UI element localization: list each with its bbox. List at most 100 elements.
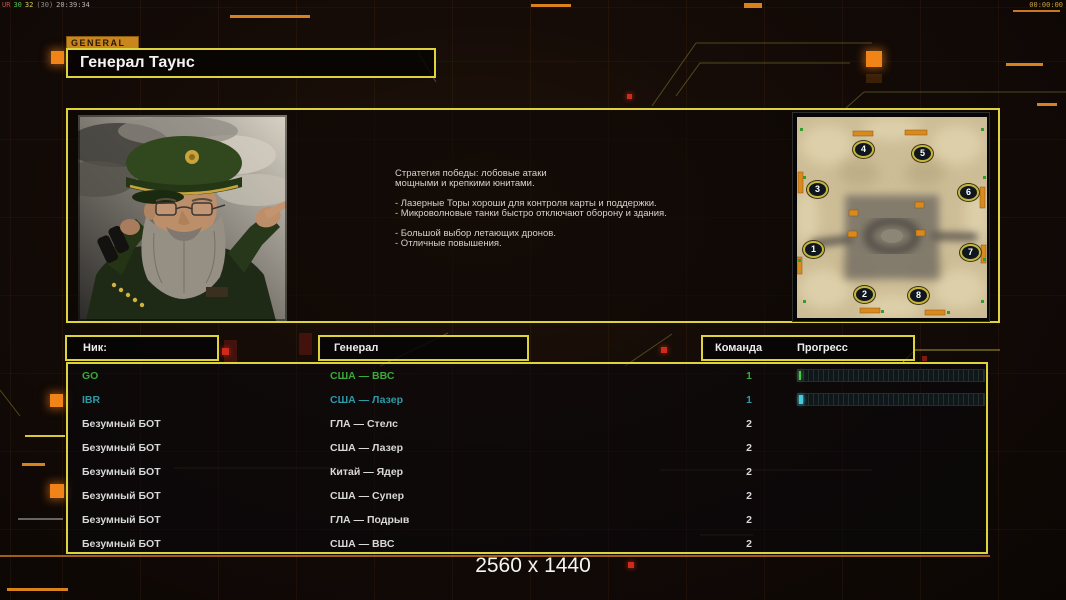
general-title: Генерал Таунс [80, 54, 195, 71]
player-list: GO США — ВВС 1 IBR США — Лазер 1 Безумны… [66, 362, 988, 554]
briefing-line: - Отличные повышения. [395, 238, 502, 249]
minimap: 1 2 3 4 5 6 7 8 [795, 117, 989, 319]
map-spawn-number: 6 [965, 187, 971, 197]
decor-square [922, 356, 927, 361]
decor-dash [22, 463, 45, 466]
player-team: 2 [746, 442, 752, 454]
decor-square-reflection [866, 74, 882, 83]
player-general: США — ВВС [330, 370, 395, 382]
match-timer: 00:00:00 [1029, 1, 1063, 9]
map-spawn-marker: 6 [958, 184, 979, 201]
overlay-stat: 32 [24, 1, 34, 9]
progress-bar [797, 393, 985, 406]
player-general: ГЛА — Подрыв [330, 514, 410, 526]
player-nick: Безумный БОТ [82, 538, 161, 550]
decor-blotch [299, 333, 312, 355]
decor-dash [230, 15, 310, 18]
player-row: IBR США — Лазер 1 [68, 388, 986, 412]
player-nick: Безумный БОТ [82, 442, 161, 454]
minimap-spawns: 1 2 3 4 5 6 7 8 [797, 117, 987, 318]
decor-square [866, 51, 882, 67]
player-nick: IBR [82, 394, 101, 406]
player-general: Китай — Ядер [330, 466, 404, 478]
player-row: Безумный БОТ Китай — Ядер 2 [68, 460, 986, 484]
map-spawn-number: 2 [861, 289, 867, 299]
nick-header: Ник: [83, 342, 107, 354]
decor-dash [25, 435, 65, 437]
player-team: 2 [746, 538, 752, 550]
stats-overlay: UR 30 32 (30) 20:39:34 [2, 1, 93, 9]
briefing-text: Стратегия победы: лобовые атаки мощными … [395, 169, 725, 249]
overlay-stat: 30 [13, 1, 22, 9]
briefing-line: - Микроволновые танки быстро отключают о… [395, 208, 667, 219]
player-row: GO США — ВВС 1 [68, 364, 986, 388]
player-row: Безумный БОТ ГЛА — Подрыв 2 [68, 508, 986, 532]
map-spawn-number: 3 [814, 184, 820, 194]
map-spawn-marker: 4 [853, 141, 874, 158]
player-general: США — Лазер [330, 442, 403, 454]
general-portrait [56, 114, 296, 322]
map-spawn-marker: 1 [803, 241, 824, 258]
decor-square [50, 484, 64, 498]
overlay-stat: 20:39:34 [56, 1, 90, 9]
decor-dash [1013, 10, 1060, 12]
decor-dash [1037, 103, 1057, 106]
map-spawn-number: 4 [860, 144, 866, 154]
player-team: 2 [746, 514, 752, 526]
decor-dash [744, 3, 762, 8]
player-general: США — ВВС [330, 538, 395, 550]
general-header: Генерал [334, 342, 379, 354]
player-nick: Безумный БОТ [82, 514, 161, 526]
decor-dash [18, 518, 63, 520]
resolution-label: 2560 x 1440 [475, 554, 591, 577]
map-spawn-number: 8 [915, 290, 921, 300]
map-spawn-marker: 7 [960, 244, 981, 261]
player-nick: Безумный БОТ [82, 418, 161, 430]
map-spawn-marker: 8 [908, 287, 929, 304]
player-row: Безумный БОТ США — ВВС 2 [68, 532, 986, 556]
player-general: США — Супер [330, 490, 405, 502]
general-title-box: Генерал Таунс [66, 48, 436, 78]
player-row: Безумный БОТ США — Лазер 2 [68, 436, 986, 460]
player-team: 2 [746, 490, 752, 502]
map-spawn-number: 7 [967, 247, 973, 257]
overlay-stat: UR [2, 1, 11, 9]
overlay-stat: (30) [36, 1, 54, 9]
progress-header: Прогресс [797, 342, 848, 354]
briefing-line: - Лазерные Торы хороши для контроля карт… [395, 198, 657, 209]
map-spawn-number: 1 [810, 244, 816, 254]
player-nick: GO [82, 370, 99, 382]
decor-dash [1006, 63, 1043, 66]
map-spawn-marker: 3 [807, 181, 828, 198]
briefing-line: Стратегия победы: лобовые атаки [395, 168, 547, 179]
progress-bar [797, 369, 985, 382]
player-team: 1 [746, 370, 752, 382]
briefing-line: мощными и крепкими юнитами. [395, 178, 535, 189]
briefing-line: - Большой выбор летающих дронов. [395, 228, 556, 239]
player-general: ГЛА — Стелс [330, 418, 398, 430]
minimap-terrain [795, 117, 989, 319]
decor-square [51, 51, 64, 64]
progress-fill [799, 371, 801, 380]
team-header: Команда [715, 342, 763, 354]
progress-fill [799, 395, 803, 404]
decor-square [50, 394, 63, 407]
map-spawn-marker: 5 [912, 145, 933, 162]
decor-square [222, 348, 229, 355]
decor-square [627, 94, 632, 99]
player-team: 2 [746, 466, 752, 478]
decor-dash [531, 4, 571, 7]
map-spawn-number: 5 [919, 148, 925, 158]
decor-square [661, 347, 667, 353]
decor-line [0, 555, 990, 557]
player-row: Безумный БОТ ГЛА — Стелс 2 [68, 412, 986, 436]
player-row: Безумный БОТ США — Супер 2 [68, 484, 986, 508]
player-nick: Безумный БОТ [82, 490, 161, 502]
player-general: США — Лазер [330, 394, 403, 406]
nick-header-box: Ник: [65, 335, 219, 361]
decor-blotch [224, 340, 237, 362]
map-spawn-marker: 2 [854, 286, 875, 303]
team-progress-header-box: Команда Прогресс [701, 335, 915, 361]
general-header-box: Генерал [318, 335, 529, 361]
